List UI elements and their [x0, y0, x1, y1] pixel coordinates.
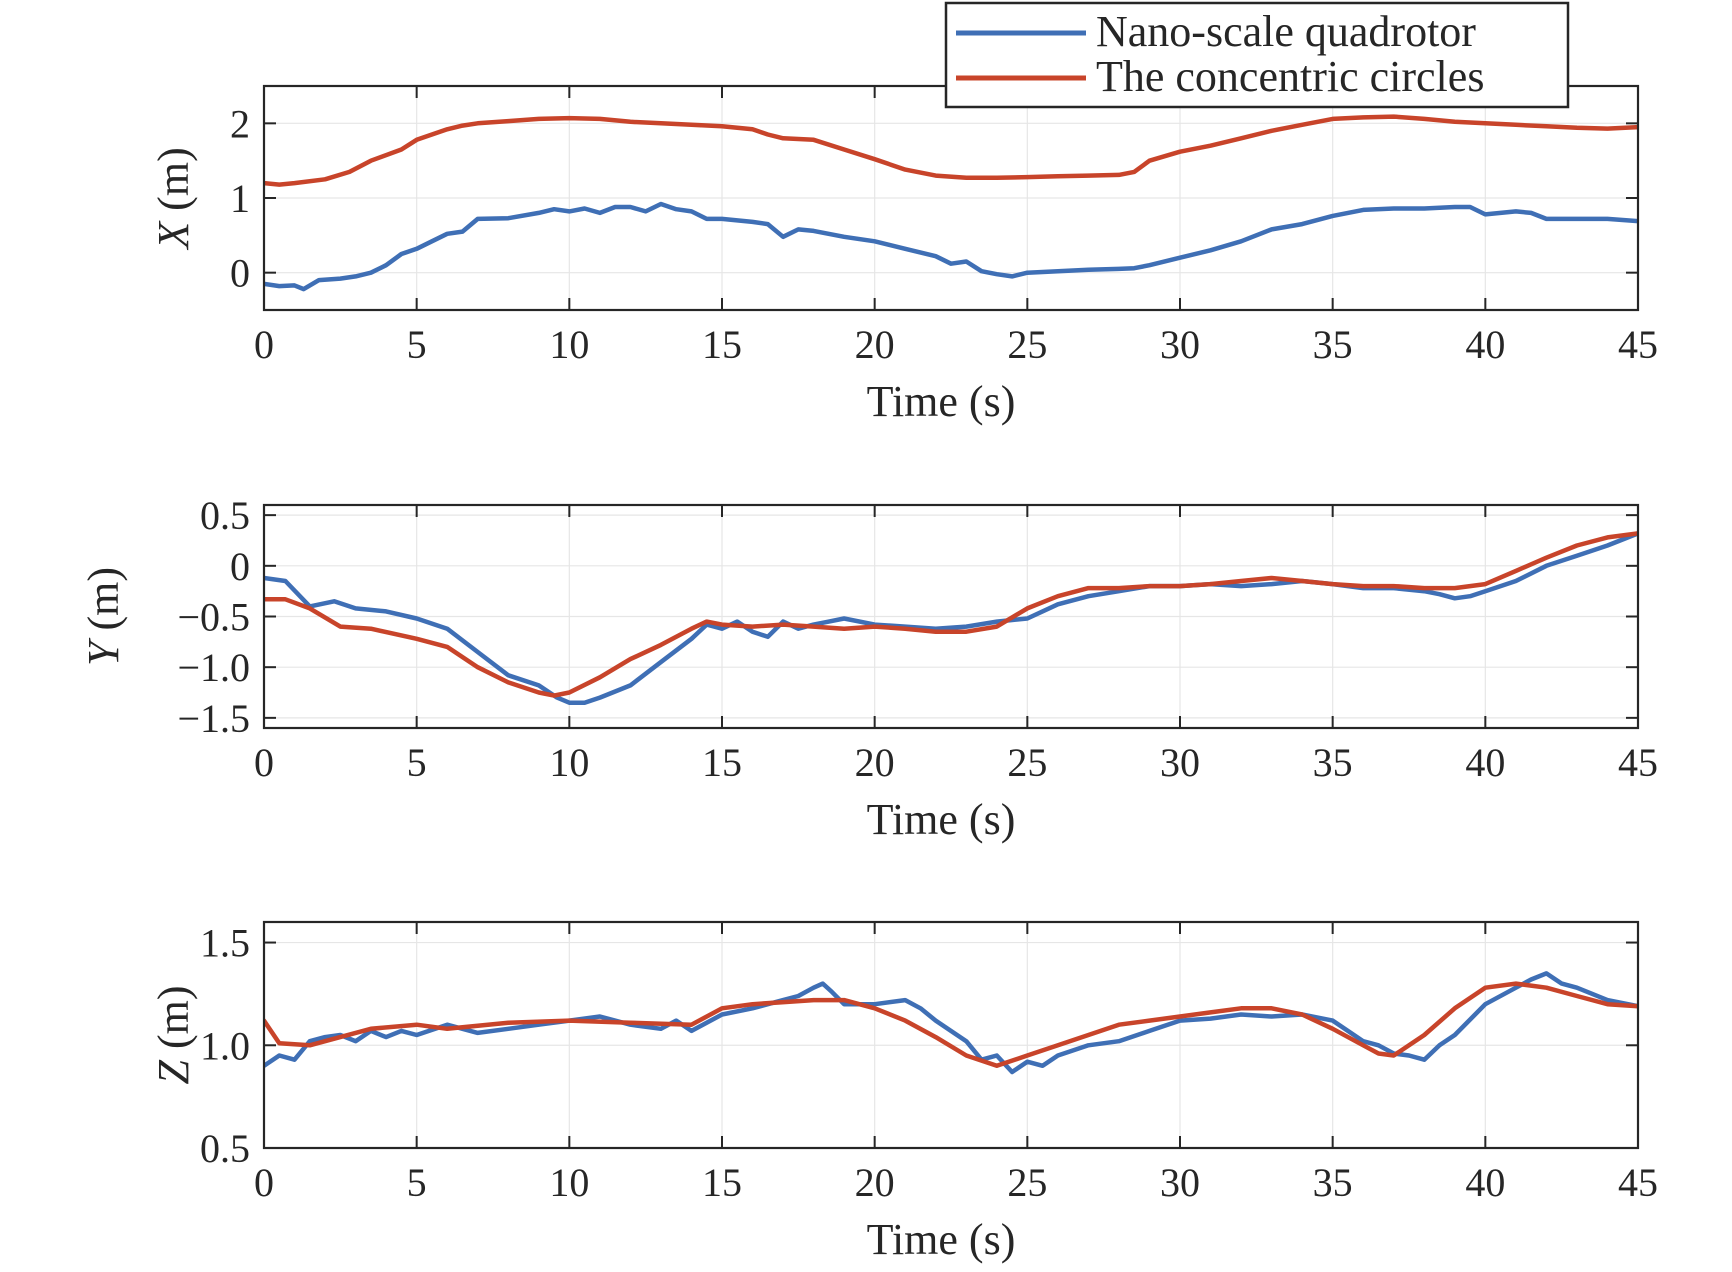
- xtick-label-z-2: 10: [549, 1160, 589, 1205]
- ytick-label-y-0: 0.5: [200, 493, 250, 538]
- xlabel-y: Time (s): [867, 795, 1016, 844]
- ylabel-y: Y (m): [79, 567, 128, 666]
- ylabel-var-x: X: [149, 220, 198, 251]
- series-nano-z: [264, 971, 1638, 1075]
- ytick-label-y-1: 0: [230, 544, 250, 589]
- legend-entry-nano: Nano-scale quadrotor: [1096, 7, 1476, 56]
- ylabel-x: X (m): [149, 147, 198, 250]
- xtick-label-y-0: 0: [254, 740, 274, 785]
- ytick-label-x-0: 0: [230, 251, 250, 296]
- xtick-label-z-5: 25: [1007, 1160, 1047, 1205]
- xtick-label-y-9: 45: [1618, 740, 1658, 785]
- xtick-label-y-5: 25: [1007, 740, 1047, 785]
- series-circles-z: [264, 981, 1638, 1069]
- ylabel-unit-z: (m): [149, 985, 198, 1060]
- series-nano-x: [264, 201, 1638, 292]
- xtick-label-x-9: 45: [1618, 322, 1658, 367]
- xtick-label-z-6: 30: [1160, 1160, 1200, 1205]
- xtick-label-y-1: 5: [407, 740, 427, 785]
- xtick-label-z-0: 0: [254, 1160, 274, 1205]
- ytick-label-x-1: 1: [230, 176, 250, 221]
- ytick-label-y-2: −0.5: [177, 595, 250, 640]
- xtick-label-z-4: 20: [855, 1160, 895, 1205]
- panel-x: 0 5 10 15 20 25 30 35 40 45 0 1 2 Time (s) X (m): [149, 84, 1658, 426]
- xtick-label-x-3: 15: [702, 322, 742, 367]
- xtick-label-y-6: 30: [1160, 740, 1200, 785]
- xtick-label-z-8: 40: [1465, 1160, 1505, 1205]
- xtick-label-z-1: 5: [407, 1160, 427, 1205]
- xtick-label-y-7: 35: [1313, 740, 1353, 785]
- series-circles-y: [264, 531, 1638, 698]
- plot-area-z: [264, 922, 1638, 1148]
- xtick-label-y-2: 10: [549, 740, 589, 785]
- legend-box: [944, 1, 1570, 109]
- legend: Nano-scale quadrotor The concentric circ…: [944, 1, 1570, 109]
- ylabel-var-z: Z: [149, 1060, 198, 1085]
- xtick-label-x-8: 40: [1465, 322, 1505, 367]
- ytick-label-y-4: −1.5: [177, 696, 250, 741]
- xtick-label-z-7: 35: [1313, 1160, 1353, 1205]
- xtick-label-y-8: 40: [1465, 740, 1505, 785]
- ylabel-unit-x: (m): [149, 147, 198, 222]
- ytick-label-x-2: 2: [230, 101, 250, 146]
- axes-box-z: [262, 920, 1640, 1150]
- xlabel-z: Time (s): [867, 1215, 1016, 1264]
- ylabel-z: Z (m): [149, 985, 198, 1084]
- xlabel-x: Time (s): [867, 377, 1016, 426]
- xtick-label-x-2: 10: [549, 322, 589, 367]
- xtick-label-x-4: 20: [855, 322, 895, 367]
- xtick-label-x-6: 30: [1160, 322, 1200, 367]
- ytick-label-y-3: −1.0: [177, 645, 250, 690]
- xtick-label-z-3: 15: [702, 1160, 742, 1205]
- xtick-label-z-9: 45: [1618, 1160, 1658, 1205]
- panel-y: 0 5 10 15 20 25 30 35 40 45 0.5 0 −0.5 −1.0 −1.5 Time (…: [79, 493, 1658, 844]
- series-circles-x: [264, 114, 1638, 187]
- ytick-label-z-0: 1.5: [200, 921, 250, 966]
- series-nano-y: [264, 531, 1638, 705]
- xtick-label-y-3: 15: [702, 740, 742, 785]
- xtick-label-x-5: 25: [1007, 322, 1047, 367]
- ylabel-unit-y: (m): [79, 567, 128, 642]
- ytick-label-z-2: 0.5: [200, 1126, 250, 1171]
- ylabel-var-y: Y: [79, 637, 128, 666]
- xtick-label-x-1: 5: [407, 322, 427, 367]
- xtick-label-x-0: 0: [254, 322, 274, 367]
- xtick-label-y-4: 20: [855, 740, 895, 785]
- legend-entry-circles: The concentric circles: [1096, 52, 1484, 101]
- xtick-label-x-7: 35: [1313, 322, 1353, 367]
- panel-z: 0 5 10 15 20 25 30 35 40 45 1.5 1.0 0.5 Time (s) Z (m): [149, 921, 1658, 1264]
- ytick-label-z-1: 1.0: [200, 1023, 250, 1068]
